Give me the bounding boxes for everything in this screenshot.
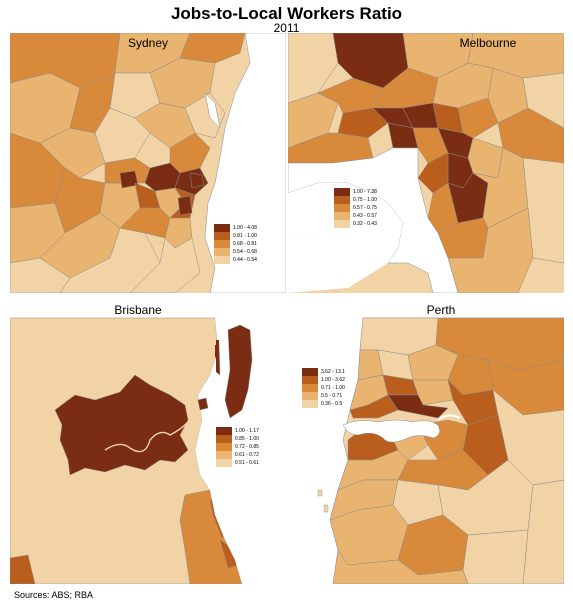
- legend-item: 0.57 - 0.75: [334, 204, 377, 212]
- sydney-map-panel: Sydney 1.00 - 4.08 0.81 - 1.00 0.68 - 0.…: [10, 33, 286, 293]
- perth-title: Perth: [426, 303, 456, 317]
- legend-label: 0.43 - 0.57: [353, 213, 377, 219]
- legend-item: 1.00 - 3.62: [302, 376, 345, 384]
- legend-item: 1.00 - 4.08: [214, 224, 257, 232]
- legend-label: 0.51 - 0.61: [235, 460, 259, 466]
- sydney-legend: 1.00 - 4.08 0.81 - 1.00 0.68 - 0.81 0.54…: [214, 224, 257, 264]
- legend-label: 0.75 - 1.00: [353, 197, 377, 203]
- legend-item: 0.32 - 0.43: [334, 220, 377, 228]
- legend-item: 0.85 - 1.00: [216, 435, 259, 443]
- brisbane-title: Brisbane: [114, 303, 162, 317]
- legend-item: 0.5 - 0.71: [302, 392, 345, 400]
- legend-label: 0.71 - 1.00: [321, 385, 345, 391]
- brisbane-map-panel: Brisbane 1.00 - 1.17 0.85 - 1.00 0.72 - …: [10, 300, 286, 584]
- sydney-title: Sydney: [127, 36, 169, 50]
- melbourne-map: [288, 33, 564, 293]
- melbourne-legend: 1.00 - 7.38 0.75 - 1.00 0.57 - 0.75 0.43…: [334, 188, 377, 228]
- legend-label: 3.62 - 13.1: [321, 369, 345, 375]
- legend-label: 0.36 - 0.5: [321, 401, 343, 407]
- legend-label: 0.68 - 0.81: [233, 241, 257, 247]
- chart-title: Jobs-to-Local Workers Ratio: [170, 4, 403, 23]
- legend-item: 0.44 - 0.54: [214, 256, 257, 264]
- perth-map: [288, 300, 564, 584]
- legend-label: 0.44 - 0.54: [233, 257, 257, 263]
- source-note: Sources: ABS; RBA: [14, 590, 94, 600]
- legend-label: 1.00 - 4.08: [233, 225, 257, 231]
- legend-item: 3.62 - 13.1: [302, 368, 345, 376]
- legend-label: 0.61 - 0.72: [235, 452, 259, 458]
- legend-item: 0.81 - 1.00: [214, 232, 257, 240]
- perth-map-panel: Perth 3.62 - 13.1 1.00 - 3.62 0.71 - 1.0…: [288, 300, 564, 584]
- legend-label: 0.54 - 0.68: [233, 249, 257, 255]
- legend-item: 0.51 - 0.61: [216, 459, 259, 467]
- legend-item: 0.75 - 1.00: [334, 196, 377, 204]
- legend-label: 0.85 - 1.00: [235, 436, 259, 442]
- melbourne-map-panel: Melbourne 1.00 - 7.38 0.75 - 1.00 0.57 -…: [288, 33, 564, 293]
- chart-subtitle: 2011: [273, 21, 300, 35]
- legend-item: 0.43 - 0.57: [334, 212, 377, 220]
- legend-label: 1.00 - 3.62: [321, 377, 345, 383]
- legend-label: 0.32 - 0.43: [353, 221, 377, 227]
- melbourne-title: Melbourne: [459, 36, 517, 50]
- legend-label: 0.72 - 0.85: [235, 444, 259, 450]
- sydney-map: [10, 33, 286, 293]
- legend-label: 0.57 - 0.75: [353, 205, 377, 211]
- legend-label: 0.81 - 1.00: [233, 233, 257, 239]
- legend-item: 0.72 - 0.85: [216, 443, 259, 451]
- legend-item: 1.00 - 1.17: [216, 427, 259, 435]
- legend-label: 1.00 - 1.17: [235, 428, 259, 434]
- legend-item: 0.54 - 0.68: [214, 248, 257, 256]
- legend-item: 0.71 - 1.00: [302, 384, 345, 392]
- legend-label: 0.5 - 0.71: [321, 393, 343, 399]
- perth-legend: 3.62 - 13.1 1.00 - 3.62 0.71 - 1.00 0.5 …: [302, 368, 345, 408]
- legend-item: 0.36 - 0.5: [302, 400, 345, 408]
- brisbane-map: [10, 300, 286, 584]
- legend-item: 0.68 - 0.81: [214, 240, 257, 248]
- legend-item: 0.61 - 0.72: [216, 451, 259, 459]
- brisbane-legend: 1.00 - 1.17 0.85 - 1.00 0.72 - 0.85 0.61…: [216, 427, 259, 467]
- legend-item: 1.00 - 7.38: [334, 188, 377, 196]
- legend-label: 1.00 - 7.38: [353, 189, 377, 195]
